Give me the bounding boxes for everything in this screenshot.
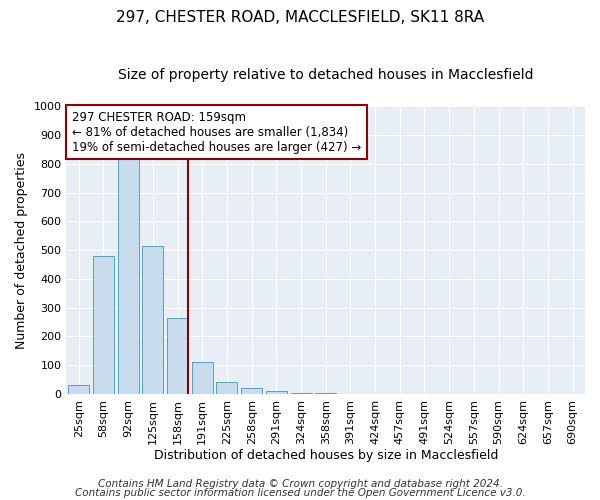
Bar — [315, 392, 336, 394]
Bar — [68, 386, 89, 394]
Bar — [118, 158, 139, 394]
Bar — [192, 362, 213, 394]
Y-axis label: Number of detached properties: Number of detached properties — [15, 152, 28, 348]
Title: Size of property relative to detached houses in Macclesfield: Size of property relative to detached ho… — [118, 68, 533, 82]
Bar — [217, 382, 238, 394]
Bar — [241, 388, 262, 394]
Text: Contains public sector information licensed under the Open Government Licence v3: Contains public sector information licen… — [74, 488, 526, 498]
Bar — [93, 256, 114, 394]
Bar — [290, 392, 311, 394]
Bar — [167, 318, 188, 394]
Bar — [142, 246, 163, 394]
Text: 297 CHESTER ROAD: 159sqm
← 81% of detached houses are smaller (1,834)
19% of sem: 297 CHESTER ROAD: 159sqm ← 81% of detach… — [71, 110, 361, 154]
Text: 297, CHESTER ROAD, MACCLESFIELD, SK11 8RA: 297, CHESTER ROAD, MACCLESFIELD, SK11 8R… — [116, 10, 484, 25]
Text: Contains HM Land Registry data © Crown copyright and database right 2024.: Contains HM Land Registry data © Crown c… — [98, 479, 502, 489]
Bar — [266, 391, 287, 394]
X-axis label: Distribution of detached houses by size in Macclesfield: Distribution of detached houses by size … — [154, 450, 498, 462]
